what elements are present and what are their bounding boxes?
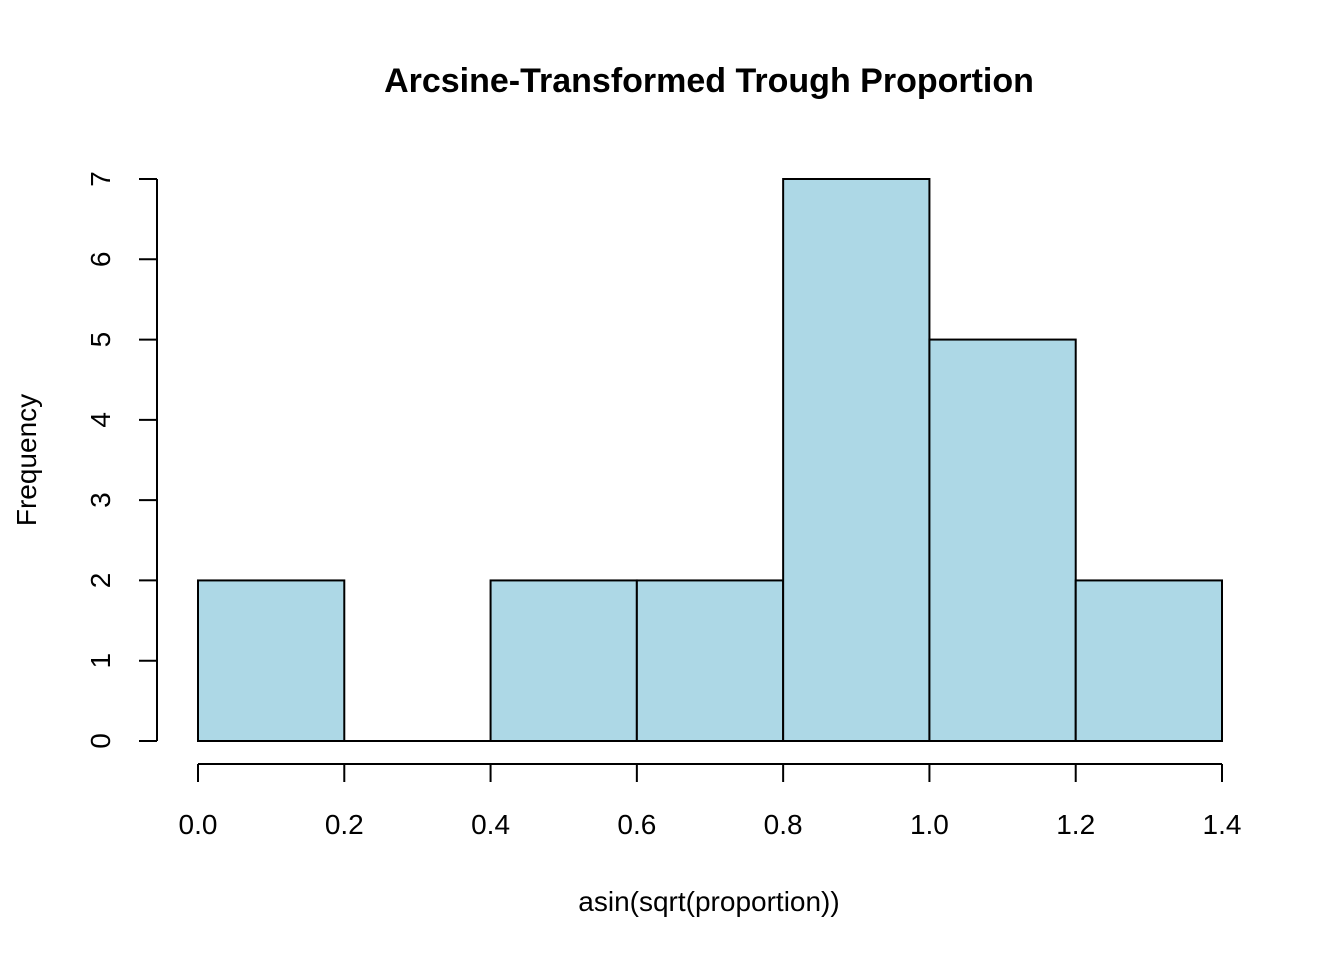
y-tick-label: 1 [85,653,116,669]
histogram-bar [635,579,785,743]
x-tick-label: 0.0 [179,809,218,840]
histogram-bar [1074,579,1223,743]
x-axis-label: asin(sqrt(proportion)) [578,886,839,917]
bars-group [197,178,1223,743]
x-tick-label: 1.2 [1056,809,1095,840]
y-tick-label: 7 [85,171,116,187]
x-tick-label: 1.0 [910,809,949,840]
chart-title: Arcsine-Transformed Trough Proportion [384,62,1034,100]
y-tick-label: 3 [85,492,116,508]
x-axis: 0.0 0.2 0.4 0.6 0.8 1.0 1.2 1.4 [179,763,1242,840]
x-tick-label: 1.4 [1203,809,1242,840]
x-tick-label: 0.2 [325,809,364,840]
y-tick-label: 4 [85,412,116,428]
histogram-bar [782,178,931,742]
y-tick-label: 0 [85,733,116,749]
y-tick-label: 6 [85,251,116,267]
histogram-bar [197,579,346,743]
y-axis: 0 1 2 3 4 5 6 7 [85,171,158,749]
x-tick-label: 0.4 [471,809,510,840]
x-tick-label: 0.6 [617,809,656,840]
histogram-bar [489,579,638,743]
x-tick-label: 0.8 [764,809,803,840]
histogram-bar [928,338,1077,742]
y-tick-label: 2 [85,573,116,589]
y-axis-label: Frequency [11,394,42,526]
y-tick-label: 5 [85,332,116,348]
